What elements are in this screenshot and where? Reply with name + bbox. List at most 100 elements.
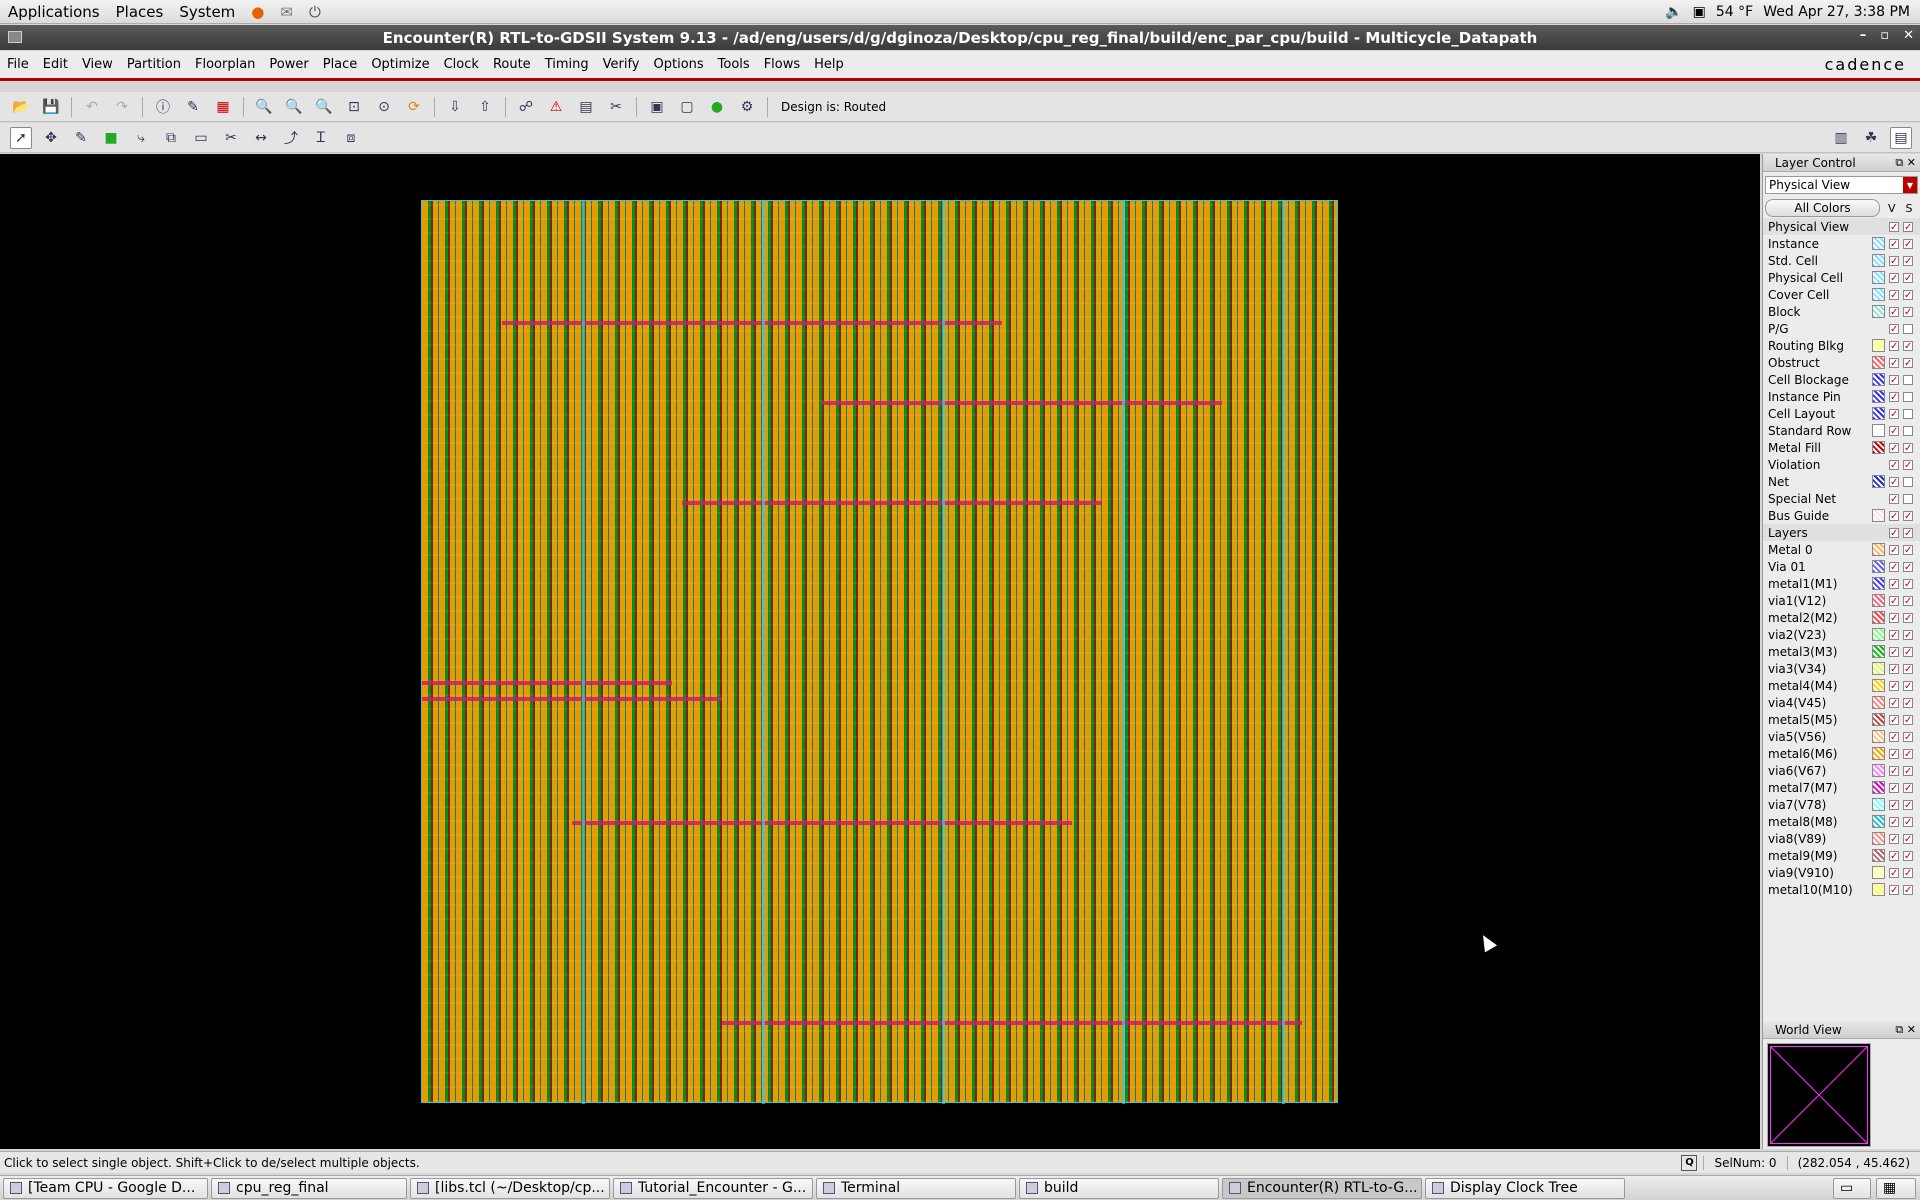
layer-color-swatch[interactable] <box>1872 730 1885 743</box>
hierarchy-up-icon[interactable]: ⇧ <box>479 98 491 115</box>
layer-color-swatch[interactable] <box>1872 339 1885 352</box>
task-button[interactable]: Display Clock Tree <box>1425 1177 1625 1199</box>
mail-icon[interactable]: ✉ <box>280 2 293 21</box>
layer-color-swatch[interactable] <box>1872 373 1885 386</box>
layer-row[interactable]: metal5(M5) ✓ ✓ <box>1763 711 1920 728</box>
layer-color-swatch[interactable] <box>1872 594 1885 607</box>
layer-row[interactable]: Violation ✓ ✓ <box>1763 456 1920 473</box>
menu-optimize[interactable]: Optimize <box>371 57 430 72</box>
menu-floorplan[interactable]: Floorplan <box>195 57 256 72</box>
layer-color-swatch[interactable] <box>1872 781 1885 794</box>
layer-color-swatch[interactable] <box>1872 696 1885 709</box>
layer-color-swatch[interactable] <box>1872 679 1885 692</box>
run-icon[interactable]: ● <box>710 98 724 115</box>
ruler-icon[interactable]: ✂ <box>610 98 622 115</box>
layer-row[interactable]: Routing Blkg ✓ ✓ <box>1763 337 1920 354</box>
selectable-checkbox[interactable] <box>1903 391 1913 402</box>
layer-row[interactable]: Std. Cell ✓ ✓ <box>1763 252 1920 269</box>
visible-checkbox[interactable]: ✓ <box>1889 221 1899 233</box>
layer-row[interactable]: via4(V45) ✓ ✓ <box>1763 694 1920 711</box>
menu-clock[interactable]: Clock <box>443 57 479 72</box>
chevron-down-icon[interactable]: ▼ <box>1903 177 1917 193</box>
selectable-checkbox[interactable]: ✓ <box>1903 578 1913 590</box>
task-button[interactable]: [Team CPU - Google D... <box>3 1177 208 1199</box>
layer-row[interactable]: Obstruct ✓ ✓ <box>1763 354 1920 371</box>
layer-color-swatch[interactable] <box>1872 458 1885 471</box>
selectable-checkbox[interactable]: ✓ <box>1903 765 1913 777</box>
selectable-checkbox[interactable]: ✓ <box>1903 731 1913 743</box>
layer-color-swatch[interactable] <box>1872 611 1885 624</box>
split-icon[interactable]: ↔ <box>255 129 267 146</box>
selectable-checkbox[interactable]: ✓ <box>1903 510 1913 522</box>
layer-row[interactable]: via7(V78) ✓ ✓ <box>1763 796 1920 813</box>
resize-icon[interactable]: ⧉ <box>166 129 176 146</box>
layer-color-swatch[interactable] <box>1872 407 1885 420</box>
redraw-icon[interactable]: ⟳ <box>408 98 420 115</box>
menu-power[interactable]: Power <box>269 57 309 72</box>
query-button[interactable]: Q <box>1681 1154 1698 1171</box>
task-button[interactable]: Encounter(R) RTL-to-G... <box>1222 1177 1422 1199</box>
layer-color-swatch[interactable] <box>1872 390 1885 403</box>
layer-color-swatch[interactable] <box>1872 254 1885 267</box>
selectable-checkbox[interactable]: ✓ <box>1903 714 1913 726</box>
layer-color-swatch[interactable] <box>1872 271 1885 284</box>
layer-color-swatch[interactable] <box>1872 288 1885 301</box>
layer-row[interactable]: metal2(M2) ✓ ✓ <box>1763 609 1920 626</box>
firefox-icon[interactable]: ● <box>251 2 265 21</box>
selectable-checkbox[interactable]: ✓ <box>1903 646 1913 658</box>
visible-checkbox[interactable]: ✓ <box>1889 697 1899 709</box>
visible-checkbox[interactable]: ✓ <box>1889 544 1899 556</box>
task-button[interactable]: Terminal <box>816 1177 1016 1199</box>
layer-row[interactable]: metal10(M10) ✓ ✓ <box>1763 881 1920 898</box>
layer-row[interactable]: metal6(M6) ✓ ✓ <box>1763 745 1920 762</box>
open-icon[interactable]: 📂 <box>12 98 30 115</box>
layer-row[interactable]: P/G ✓ <box>1763 320 1920 337</box>
window-titlebar[interactable]: Encounter(R) RTL-to-GDSII System 9.13 - … <box>0 25 1920 50</box>
selectable-checkbox[interactable]: ✓ <box>1903 238 1913 250</box>
layer-color-swatch[interactable] <box>1872 509 1885 522</box>
visible-checkbox[interactable]: ✓ <box>1889 663 1899 675</box>
info-icon[interactable]: ⓘ <box>156 99 170 116</box>
selectable-checkbox[interactable]: ✓ <box>1903 459 1913 471</box>
layer-row[interactable]: Instance ✓ ✓ <box>1763 235 1920 252</box>
selectable-checkbox[interactable]: ✓ <box>1903 612 1913 624</box>
layer-color-swatch[interactable] <box>1872 322 1885 335</box>
layer-row[interactable]: via9(V910) ✓ ✓ <box>1763 864 1920 881</box>
layer-row[interactable]: metal7(M7) ✓ ✓ <box>1763 779 1920 796</box>
selectable-checkbox[interactable]: ✓ <box>1903 782 1913 794</box>
text-icon[interactable]: Ꮖ <box>316 129 326 146</box>
layer-color-swatch[interactable] <box>1872 832 1885 845</box>
layer-row[interactable]: Cell Layout ✓ <box>1763 405 1920 422</box>
routed-die-layout[interactable] <box>421 200 1338 1104</box>
layer-color-swatch[interactable] <box>1872 543 1885 556</box>
settings-icon[interactable]: ⚙ <box>740 98 754 115</box>
menu-help[interactable]: Help <box>814 57 844 72</box>
zoom-area-icon[interactable]: 🔍 <box>315 98 333 115</box>
task-button[interactable]: [libs.tcl (~/Desktop/cp... <box>410 1177 610 1199</box>
menu-timing[interactable]: Timing <box>544 57 589 72</box>
layer-section-row[interactable]: Physical View ✓ ✓ <box>1763 218 1920 235</box>
select-pointer-icon[interactable]: ➚ <box>10 126 32 149</box>
visible-checkbox[interactable]: ✓ <box>1889 714 1899 726</box>
visible-checkbox[interactable]: ✓ <box>1889 391 1899 403</box>
layer-row[interactable]: metal3(M3) ✓ ✓ <box>1763 643 1920 660</box>
layer-color-swatch[interactable] <box>1872 237 1885 250</box>
layer-color-swatch[interactable] <box>1872 628 1885 641</box>
selectable-checkbox[interactable]: ✓ <box>1903 289 1913 301</box>
panel-undock-close-icon[interactable]: ⧉ ✕ <box>1895 1022 1916 1036</box>
visible-checkbox[interactable]: ✓ <box>1889 357 1899 369</box>
report-icon[interactable]: ▣ <box>650 98 664 115</box>
group-icon[interactable]: ⧈ <box>346 129 356 146</box>
selectable-checkbox[interactable]: ✓ <box>1903 221 1913 233</box>
redo-icon[interactable]: ↷ <box>116 98 128 115</box>
layer-color-swatch[interactable] <box>1872 849 1885 862</box>
menu-partition[interactable]: Partition <box>126 57 181 72</box>
selectable-checkbox[interactable]: ✓ <box>1903 255 1913 267</box>
visible-checkbox[interactable]: ✓ <box>1889 629 1899 641</box>
wire-edit-icon[interactable]: ✎ <box>75 129 87 146</box>
selectable-checkbox[interactable]: ✓ <box>1903 357 1913 369</box>
add-cell-icon[interactable]: ■ <box>104 129 118 146</box>
visible-checkbox[interactable]: ✓ <box>1889 527 1899 539</box>
panel-undock-close-icon[interactable]: ⧉ ✕ <box>1895 155 1916 169</box>
selectable-checkbox[interactable] <box>1903 374 1913 385</box>
